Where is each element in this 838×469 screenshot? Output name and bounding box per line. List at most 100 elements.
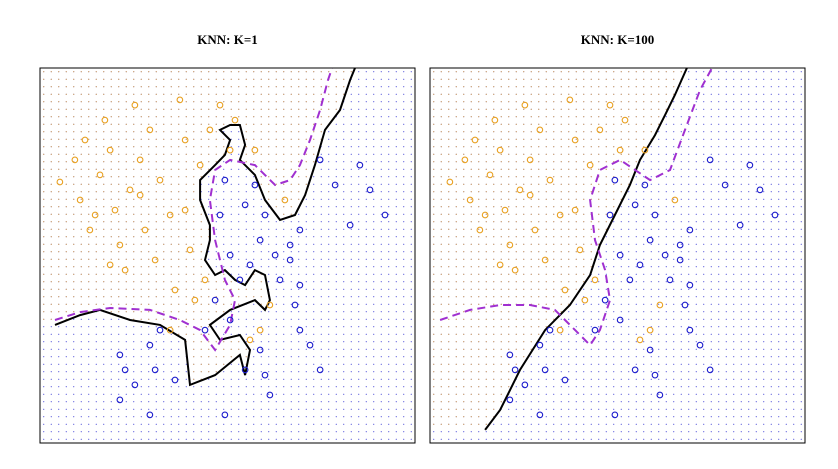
knn-boundary [54, 68, 356, 387]
point [256, 326, 264, 334]
point [256, 346, 264, 354]
point [296, 326, 304, 334]
point [316, 366, 324, 374]
point [181, 136, 189, 144]
point [656, 301, 664, 309]
point [76, 196, 84, 204]
point [651, 211, 659, 219]
point [521, 381, 529, 389]
chart-title: KNN: K=100 [581, 32, 655, 47]
point [106, 146, 114, 154]
point [286, 241, 294, 249]
point [261, 371, 269, 379]
point [246, 261, 254, 269]
point [171, 286, 179, 294]
point [666, 276, 674, 284]
point [546, 176, 554, 184]
point [176, 96, 184, 104]
point [446, 178, 454, 186]
point [306, 341, 314, 349]
point [286, 256, 294, 264]
point [156, 326, 164, 334]
point [221, 176, 229, 184]
point [121, 266, 129, 274]
point [686, 326, 694, 334]
point [156, 176, 164, 184]
point [81, 136, 89, 144]
point [241, 366, 249, 374]
point [631, 201, 639, 209]
point [86, 226, 94, 234]
point [91, 211, 99, 219]
bayes-boundary [439, 68, 713, 347]
point [466, 196, 474, 204]
point [166, 326, 174, 334]
point [131, 381, 139, 389]
point [131, 101, 139, 109]
point [101, 116, 109, 124]
point [171, 376, 179, 384]
point [641, 181, 649, 189]
point [291, 301, 299, 309]
point [611, 176, 619, 184]
point [496, 146, 504, 154]
point [601, 296, 609, 304]
point [211, 296, 219, 304]
point [586, 161, 594, 169]
point [506, 351, 514, 359]
point [496, 261, 504, 269]
plot-area [40, 68, 415, 443]
point [201, 276, 209, 284]
point [561, 376, 569, 384]
point [256, 236, 264, 244]
point [206, 126, 214, 134]
point [561, 286, 569, 294]
point [656, 391, 664, 399]
point [581, 296, 589, 304]
point [121, 366, 129, 374]
knn-boundary [484, 68, 688, 431]
point [706, 156, 714, 164]
point [136, 191, 144, 199]
point [616, 251, 624, 259]
point [576, 246, 584, 254]
point [116, 351, 124, 359]
point [151, 256, 159, 264]
point [471, 136, 479, 144]
point [511, 366, 519, 374]
point [146, 411, 154, 419]
point [146, 126, 154, 134]
point [96, 171, 104, 179]
point [366, 186, 374, 194]
point [236, 276, 244, 284]
point [771, 211, 779, 219]
point [721, 181, 729, 189]
point [356, 161, 364, 169]
point [511, 266, 519, 274]
point [536, 341, 544, 349]
point [116, 241, 124, 249]
point [671, 196, 679, 204]
point [526, 191, 534, 199]
point [186, 246, 194, 254]
point [536, 411, 544, 419]
point [536, 126, 544, 134]
point [591, 276, 599, 284]
point [541, 366, 549, 374]
point [636, 336, 644, 344]
point [226, 251, 234, 259]
point [686, 226, 694, 234]
point [461, 156, 469, 164]
plot-frame [429, 67, 806, 444]
plot-frame [39, 67, 416, 444]
point [276, 276, 284, 284]
point [266, 301, 274, 309]
point [226, 146, 234, 154]
point [241, 201, 249, 209]
point [71, 156, 79, 164]
point [606, 211, 614, 219]
point [566, 96, 574, 104]
point [606, 101, 614, 109]
point [506, 396, 514, 404]
